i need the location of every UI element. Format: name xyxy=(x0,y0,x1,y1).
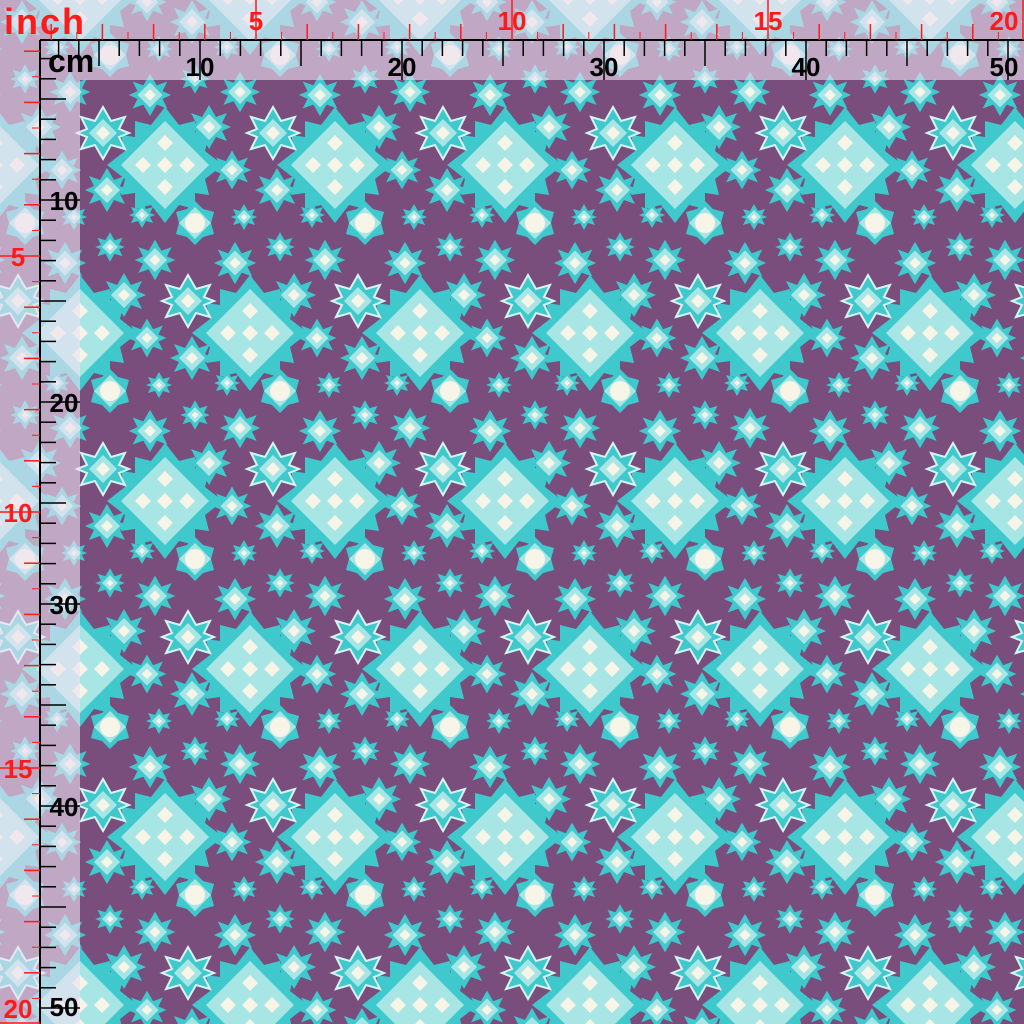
cm-label-left: 10 xyxy=(50,186,79,216)
inch-label-top: 15 xyxy=(754,6,783,36)
cm-label-top: 40 xyxy=(792,52,821,82)
inch-label-left: 10 xyxy=(4,498,33,528)
cm-label-left: 30 xyxy=(50,590,79,620)
cm-label-left: 50 xyxy=(50,992,79,1022)
inch-label-top: 10 xyxy=(498,6,527,36)
inch-label-left: 20 xyxy=(4,994,33,1024)
cm-label-top: 30 xyxy=(590,52,619,82)
inch-label-left: 5 xyxy=(11,242,25,272)
inch-label-left: 15 xyxy=(4,754,33,784)
inch-unit-label: inch xyxy=(4,1,86,42)
cm-label-top: 20 xyxy=(388,52,417,82)
inch-label-top: 20 xyxy=(990,6,1019,36)
inch-label-top: 5 xyxy=(249,6,263,36)
cm-label-top: 50 xyxy=(990,52,1019,82)
cm-label-top: 10 xyxy=(186,52,215,82)
cm-unit-label: cm xyxy=(48,43,94,79)
cm-label-left: 20 xyxy=(50,388,79,418)
cm-label-left: 40 xyxy=(50,792,79,822)
